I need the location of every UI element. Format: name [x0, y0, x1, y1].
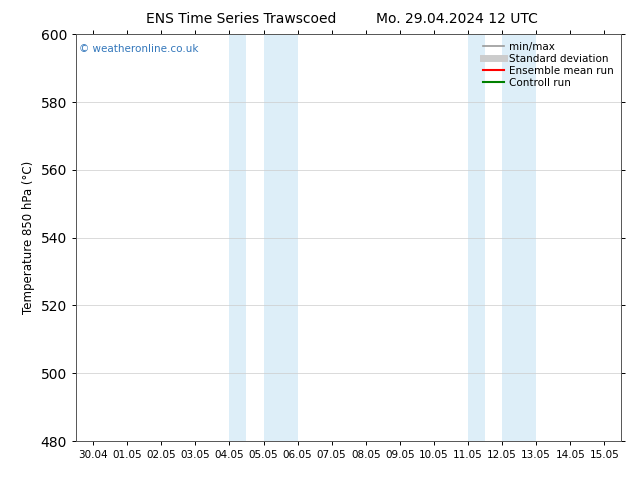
Bar	[264, 34, 297, 441]
Text: Mo. 29.04.2024 12 UTC: Mo. 29.04.2024 12 UTC	[375, 12, 538, 26]
Bar	[230, 34, 247, 441]
Y-axis label: Temperature 850 hPa (°C): Temperature 850 hPa (°C)	[22, 161, 35, 314]
Text: ENS Time Series Trawscoed: ENS Time Series Trawscoed	[146, 12, 336, 26]
Text: © weatheronline.co.uk: © weatheronline.co.uk	[79, 45, 198, 54]
Legend: min/max, Standard deviation, Ensemble mean run, Controll run: min/max, Standard deviation, Ensemble me…	[481, 40, 616, 90]
Bar	[502, 34, 536, 441]
Bar	[468, 34, 485, 441]
